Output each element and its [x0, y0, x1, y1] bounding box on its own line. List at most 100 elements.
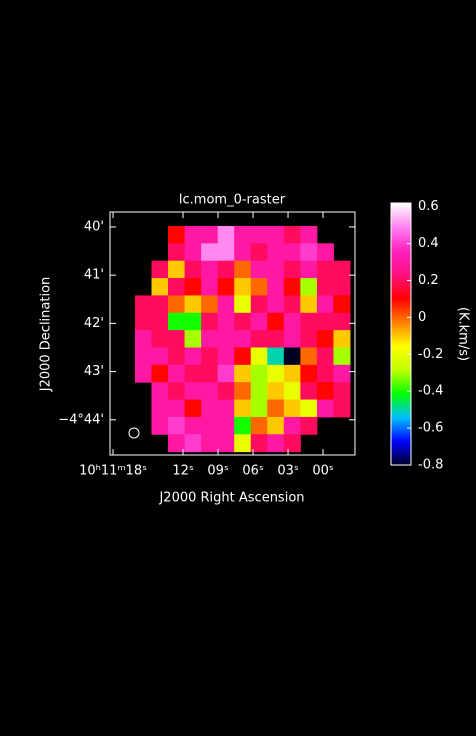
raster-cell: [217, 278, 235, 296]
raster-cell: [283, 243, 301, 262]
colorbar-swatch: [391, 229, 411, 232]
x-tick-label: 12ˢ: [172, 464, 194, 479]
colorbar-swatch: [391, 443, 411, 446]
raster-cell: [234, 330, 252, 348]
colorbar-tick-label: -0.2: [418, 347, 443, 362]
raster-cell: [234, 364, 252, 383]
colorbar-swatch: [391, 407, 411, 410]
colorbar-swatch: [391, 283, 411, 286]
raster-cell: [184, 330, 202, 348]
raster-cell: [168, 260, 186, 279]
colorbar-swatch: [391, 451, 411, 454]
colorbar-swatch: [391, 363, 411, 366]
raster-cell: [300, 382, 318, 401]
raster-cell: [316, 382, 334, 401]
colorbar-swatch: [391, 347, 411, 350]
raster-cell: [168, 330, 186, 348]
raster-cell: [201, 330, 219, 348]
colorbar-swatch: [391, 225, 411, 228]
raster-cell: [217, 295, 235, 314]
raster-cell: [234, 434, 252, 453]
colorbar-swatch: [391, 287, 411, 290]
raster-cell: [250, 347, 268, 366]
raster-cell: [250, 364, 268, 383]
raster-cell: [333, 260, 351, 279]
raster-cell: [267, 330, 285, 348]
colorbar-swatch: [391, 441, 411, 444]
raster-cell: [134, 347, 153, 366]
raster-cell: [168, 382, 186, 401]
colorbar-swatch: [391, 381, 411, 384]
raster-cell: [267, 260, 285, 279]
colorbar-swatch: [391, 395, 411, 398]
raster-cell: [250, 278, 268, 296]
raster-cell: [283, 295, 301, 314]
colorbar-swatch: [391, 203, 411, 206]
raster-cell: [184, 399, 202, 418]
raster-cell: [201, 312, 219, 331]
raster-cell: [151, 312, 169, 331]
x-axis-label: J2000 Right Ascension: [158, 491, 304, 506]
colorbar-swatch: [391, 281, 411, 284]
x-tick-label: 09ˢ: [207, 464, 229, 479]
raster-cell: [151, 347, 169, 366]
raster-cell: [184, 225, 202, 244]
colorbar-tick-label: 0: [418, 310, 426, 325]
colorbar-swatch: [391, 425, 411, 428]
colorbar-swatch: [391, 291, 411, 294]
colorbar-swatch: [391, 463, 411, 466]
raster-cell: [168, 295, 186, 314]
raster-cell: [217, 225, 235, 244]
raster-cell: [283, 364, 301, 383]
colorbar-swatch: [391, 437, 411, 440]
raster-cell: [267, 225, 285, 244]
raster-cell: [234, 243, 252, 262]
colorbar-swatch: [391, 245, 411, 248]
colorbar-swatch: [391, 359, 411, 362]
colorbar-swatch: [391, 345, 411, 348]
colorbar-swatch: [391, 297, 411, 300]
raster-cell: [151, 278, 169, 296]
raster-cell: [283, 330, 301, 348]
colorbar-swatch: [391, 447, 411, 450]
colorbar-swatch: [391, 255, 411, 258]
raster-cell: [201, 225, 219, 244]
raster-cell: [316, 330, 334, 348]
colorbar-tick-label: 0.2: [418, 273, 439, 288]
y-tick-label: 42': [84, 316, 104, 331]
x-tick-label: 03ˢ: [277, 464, 299, 479]
raster-cell: [217, 243, 235, 262]
raster-cell: [300, 330, 318, 348]
colorbar-swatch: [391, 389, 411, 392]
colorbar-swatch: [391, 213, 411, 216]
raster-cell: [250, 243, 268, 262]
colorbar-swatch: [391, 323, 411, 326]
colorbar-swatch: [391, 253, 411, 256]
raster-cell: [201, 416, 219, 435]
raster-cell: [168, 416, 186, 435]
raster-cell: [333, 382, 351, 401]
raster-cell: [134, 312, 153, 331]
raster-cell: [184, 434, 202, 453]
colorbar-swatch: [391, 289, 411, 292]
raster-cell: [300, 260, 318, 279]
raster-cell: [316, 295, 334, 314]
raster-cell: [184, 295, 202, 314]
colorbar-swatch: [391, 411, 411, 414]
colorbar-swatch: [391, 387, 411, 390]
colorbar-swatch: [391, 353, 411, 356]
colorbar-swatch: [391, 217, 411, 220]
raster-cell: [168, 399, 186, 418]
colorbar-swatch: [391, 271, 411, 274]
raster-cell: [267, 382, 285, 401]
colorbar-swatch: [391, 227, 411, 230]
colorbar-swatch: [391, 285, 411, 288]
raster-cell: [168, 278, 186, 296]
colorbar-swatch: [391, 329, 411, 332]
colorbar-tick-label: -0.4: [418, 384, 443, 399]
colorbar-swatch: [391, 261, 411, 264]
colorbar-swatch: [391, 335, 411, 338]
colorbar-swatch: [391, 431, 411, 434]
colorbar-swatch: [391, 299, 411, 302]
